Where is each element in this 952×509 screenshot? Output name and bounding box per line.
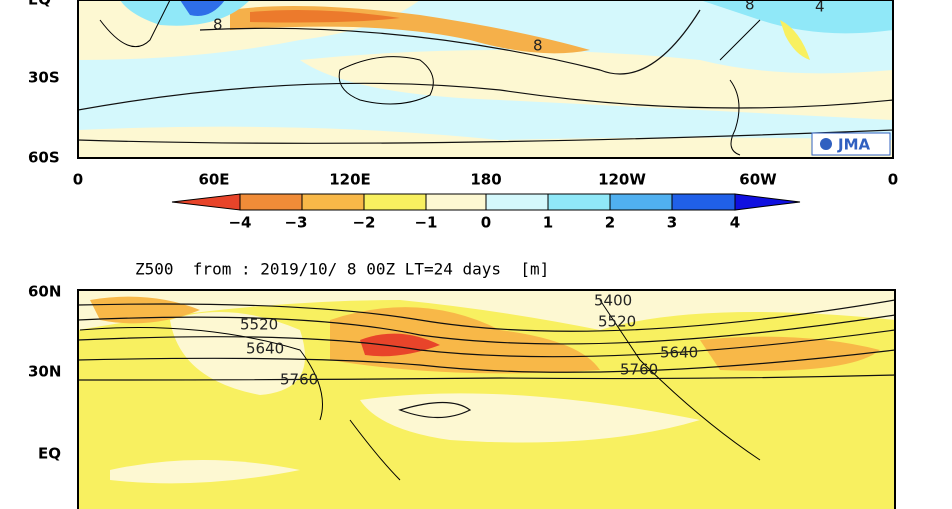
lat-label: 30N — [28, 363, 61, 381]
colorbar-label: 4 — [730, 214, 740, 232]
colorbar-label: 2 — [605, 214, 615, 232]
lon-label: 180 — [470, 171, 501, 189]
bottom-map: 5520 5640 5760 5400 5520 5640 5760 — [78, 290, 895, 509]
top-lat-labels: EQ 30S 60S — [28, 0, 60, 167]
logo: JMA — [837, 136, 871, 154]
lon-label: 120E — [329, 171, 371, 189]
lon-label: 0 — [73, 171, 83, 189]
contour-label: 5760 — [280, 371, 318, 389]
contour-label: 5640 — [660, 344, 698, 362]
contour-label: 5640 — [246, 340, 284, 358]
contour-label: 4 — [815, 0, 825, 16]
colorbar-label: −4 — [228, 214, 251, 232]
lon-labels: 0 60E 120E 180 120W 60W 0 — [73, 171, 898, 189]
map-title: Z500 from : 2019/10/ 8 00Z LT=24 days [m… — [135, 260, 549, 279]
lon-label: 60W — [739, 171, 777, 189]
colorbar-label: −2 — [352, 214, 375, 232]
lon-label: 120W — [598, 171, 646, 189]
bottom-lat-labels: 60N 30N EQ — [28, 283, 61, 463]
contour-label: 5760 — [620, 361, 658, 379]
lat-label: 60N — [28, 283, 61, 301]
colorbar-label: −1 — [414, 214, 437, 232]
colorbar-label: −3 — [284, 214, 307, 232]
colorbar-label: 0 — [481, 214, 491, 232]
contour-label: 8 — [533, 37, 543, 55]
colorbar-label: 1 — [543, 214, 553, 232]
colorbar — [171, 193, 801, 211]
colorbar-labels: −4 −3 −2 −1 0 1 2 3 4 — [228, 214, 740, 232]
top-map: JMA 8 8 8 4 — [78, 0, 893, 158]
colorbar-label: 3 — [667, 214, 677, 232]
lon-label: 0 — [888, 171, 898, 189]
lat-label: EQ — [28, 0, 51, 9]
contour-label: 5400 — [594, 292, 632, 310]
lat-label: 30S — [28, 69, 60, 87]
lon-label: 60E — [198, 171, 229, 189]
contour-label: 8 — [213, 16, 223, 34]
lat-label: 60S — [28, 149, 60, 167]
contour-label: 8 — [745, 0, 755, 14]
contour-label: 5520 — [598, 313, 636, 331]
lat-label: EQ — [38, 445, 61, 463]
contour-label: 5520 — [240, 316, 278, 334]
